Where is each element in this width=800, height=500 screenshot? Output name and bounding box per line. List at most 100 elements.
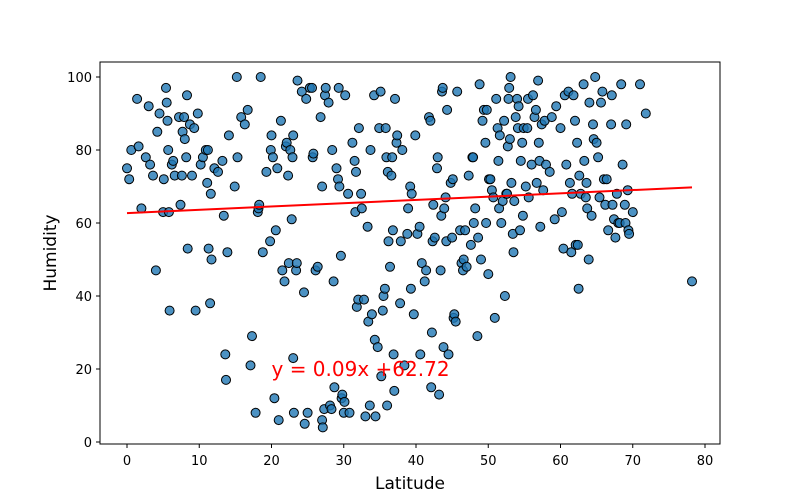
data-point: [588, 119, 598, 130]
data-point: [426, 327, 437, 338]
data-point: [377, 305, 388, 316]
data-point: [426, 382, 437, 393]
y-tick-label: 100: [67, 71, 92, 86]
data-point: [179, 112, 190, 123]
data-point: [356, 188, 367, 199]
data-point: [287, 152, 298, 163]
data-point: [140, 152, 151, 163]
data-point: [408, 309, 419, 320]
data-point: [366, 309, 377, 320]
y-axis-ticks: 0 20 40 60 80 100: [67, 71, 100, 451]
data-point: [438, 342, 449, 353]
data-point: [335, 250, 346, 261]
data-point: [255, 72, 266, 82]
data-point: [499, 115, 510, 126]
data-point: [574, 170, 585, 181]
data-point: [189, 123, 200, 134]
data-point: [452, 86, 463, 97]
data-point: [415, 349, 426, 360]
data-point: [164, 305, 175, 316]
data-point: [279, 276, 290, 287]
data-point: [387, 152, 398, 163]
data-point: [509, 196, 520, 207]
data-point: [379, 283, 390, 294]
data-point: [133, 141, 144, 152]
data-point: [275, 115, 286, 126]
data-point: [522, 123, 533, 134]
x-tick-label: 0: [123, 454, 131, 469]
data-point: [434, 389, 445, 400]
data-point: [222, 247, 233, 258]
data-point: [428, 199, 439, 210]
data-point: [257, 247, 268, 258]
data-point: [517, 137, 528, 148]
data-point: [242, 104, 253, 115]
data-point: [315, 112, 326, 123]
data-point: [468, 218, 479, 228]
x-tick-label: 10: [191, 454, 208, 469]
data-point: [175, 199, 186, 210]
data-point: [581, 177, 592, 188]
data-point: [328, 276, 339, 287]
data-point: [617, 159, 628, 170]
data-point: [202, 145, 213, 155]
data-point: [221, 374, 231, 385]
data-point: [154, 108, 165, 119]
data-point: [232, 152, 243, 163]
data-point: [425, 115, 436, 126]
data-point: [202, 177, 213, 188]
data-point: [333, 82, 344, 93]
data-point: [439, 203, 450, 214]
data-point: [145, 159, 156, 170]
data-point: [213, 166, 223, 177]
data-point: [410, 130, 421, 141]
data-point: [218, 210, 229, 221]
data-point: [597, 86, 608, 97]
data-point: [339, 396, 350, 407]
data-point: [388, 349, 399, 360]
data-point: [288, 353, 299, 364]
data-point: [205, 298, 216, 309]
data-point: [347, 137, 358, 148]
x-tick-label: 30: [335, 454, 352, 469]
data-point: [606, 119, 617, 130]
data-point: [447, 174, 458, 185]
data-point: [568, 90, 579, 101]
data-point: [432, 152, 443, 163]
data-point: [308, 148, 319, 159]
data-point: [288, 130, 299, 141]
data-point: [329, 382, 340, 393]
data-point: [580, 192, 591, 203]
data-point: [247, 331, 257, 342]
data-point: [601, 174, 612, 185]
data-point: [520, 181, 531, 192]
data-point: [273, 415, 284, 426]
x-tick-label: 70: [624, 454, 641, 469]
data-point: [573, 283, 584, 294]
data-point: [572, 239, 583, 250]
data-point: [386, 170, 397, 181]
data-point: [616, 79, 627, 90]
regression-line: [126, 186, 693, 215]
data-point: [317, 422, 328, 433]
data-point: [312, 261, 323, 272]
data-point: [192, 108, 203, 119]
data-point: [403, 203, 414, 214]
data-point: [544, 166, 555, 177]
data-point: [481, 104, 492, 115]
data-point: [406, 188, 417, 199]
data-point: [299, 418, 310, 429]
data-point: [356, 203, 367, 214]
data-point: [152, 126, 163, 137]
data-point: [272, 163, 283, 174]
data-point: [370, 411, 381, 422]
data-point: [387, 225, 398, 236]
data-point: [283, 170, 294, 181]
data-point: [582, 203, 593, 214]
data-point: [435, 265, 446, 276]
x-axis-label: Latitude: [375, 474, 445, 494]
data-point: [607, 199, 618, 210]
data-point: [594, 192, 605, 203]
data-point: [343, 188, 354, 199]
data-point: [187, 170, 197, 181]
